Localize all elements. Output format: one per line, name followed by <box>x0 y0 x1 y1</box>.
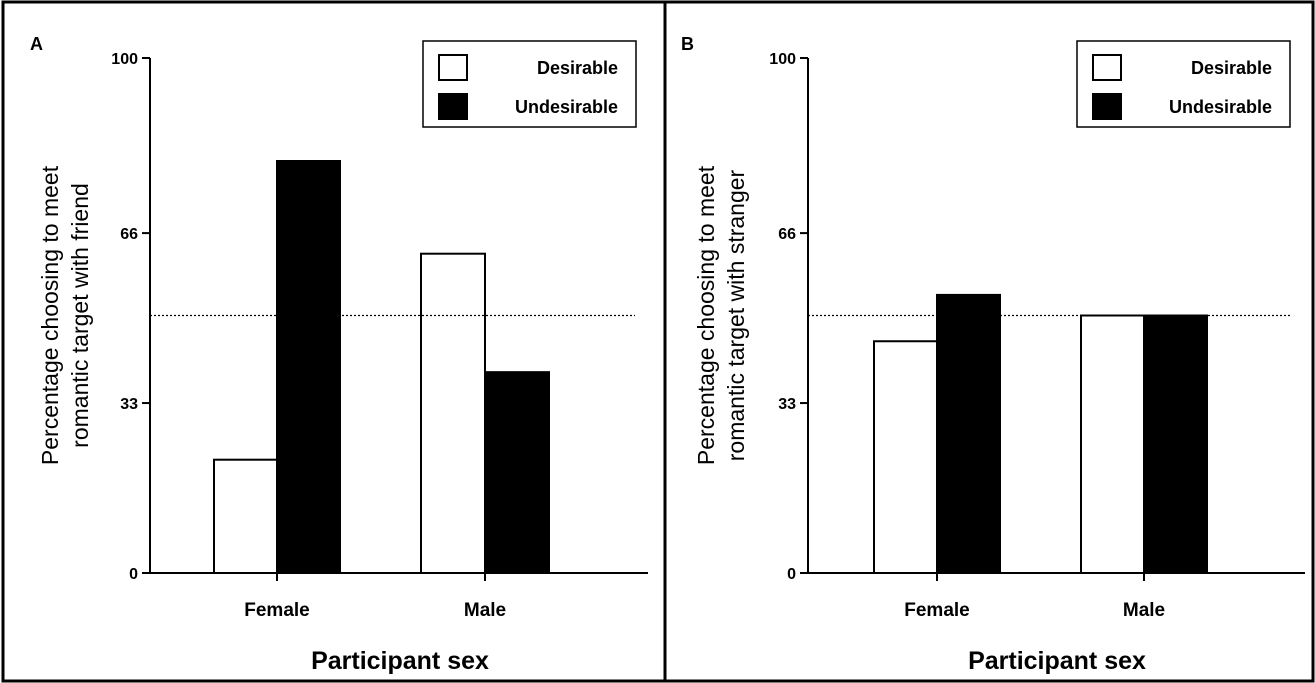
legend-swatch-desirable <box>1092 54 1122 81</box>
legend-label-undesirable: Undesirable <box>1169 97 1272 117</box>
bar-male-undesirable <box>1143 314 1208 574</box>
bar-male-desirable <box>420 252 486 574</box>
y-tick-label: 100 <box>111 51 138 68</box>
legend-label-desirable: Desirable <box>1191 58 1272 78</box>
legend-swatch-desirable <box>438 54 468 81</box>
panel-letter: B <box>681 34 694 54</box>
y-tick-label: 33 <box>120 396 138 413</box>
y-tick-label: 66 <box>120 226 138 243</box>
y-tick-label: 0 <box>129 566 138 583</box>
panel-b: B 0 33 66 100 Female Male Participant sex Percen… <box>681 34 1305 675</box>
legend-swatch-undesirable <box>438 93 468 120</box>
x-tick-label: Male <box>464 600 506 621</box>
y-axis-label: Percentage choosing to meet <box>37 165 63 465</box>
x-tick-label: Male <box>1123 600 1165 621</box>
y-tick-label: 33 <box>778 396 796 413</box>
legend-label-desirable: Desirable <box>537 58 618 78</box>
y-tick-label: 100 <box>769 51 796 68</box>
x-axis-label: Participant sex <box>968 647 1146 675</box>
legend-swatch-undesirable <box>1092 93 1122 120</box>
x-tick-label: Female <box>904 600 969 621</box>
y-tick-label: 66 <box>778 226 796 243</box>
bar-female-undesirable <box>936 293 1001 574</box>
bar-female-desirable <box>873 340 938 574</box>
y-axis-label: romantic target with friend <box>67 183 93 448</box>
bar-male-desirable <box>1080 314 1145 574</box>
y-tick-label: 0 <box>787 566 796 583</box>
panel-letter: A <box>30 34 43 54</box>
y-axis-label: Percentage choosing to meet <box>693 165 719 465</box>
x-tick-label: Female <box>244 600 309 621</box>
y-axis-label: romantic target with stranger <box>723 169 749 461</box>
bar-male-undesirable <box>484 371 550 574</box>
bar-female-undesirable <box>276 160 341 574</box>
bar-female-desirable <box>213 458 278 575</box>
x-axis-label: Participant sex <box>311 647 489 675</box>
panel-a: A 0 33 66 100 Female Male Participant sex Percen… <box>30 34 648 675</box>
legend-label-undesirable: Undesirable <box>515 97 618 117</box>
